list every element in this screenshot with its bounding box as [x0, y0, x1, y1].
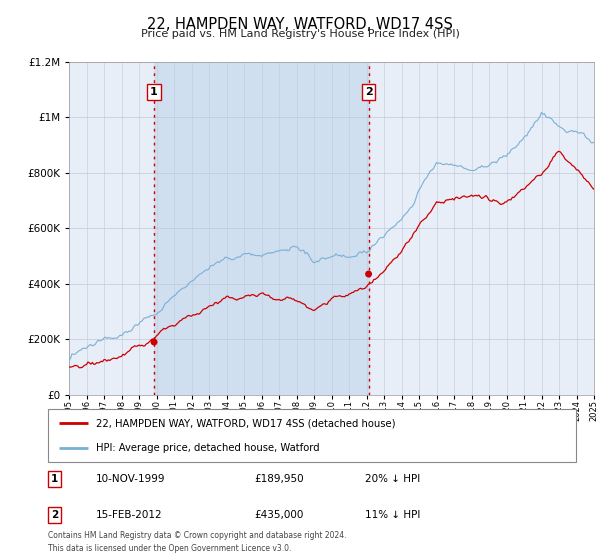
Bar: [154, 62, 368, 395]
Text: 15-FEB-2012: 15-FEB-2012: [95, 510, 162, 520]
Text: £189,950: £189,950: [254, 474, 304, 484]
Text: Price paid vs. HM Land Registry's House Price Index (HPI): Price paid vs. HM Land Registry's House …: [140, 29, 460, 39]
Text: 20% ↓ HPI: 20% ↓ HPI: [365, 474, 420, 484]
Text: 11% ↓ HPI: 11% ↓ HPI: [365, 510, 420, 520]
Text: 2: 2: [51, 510, 58, 520]
Text: 10-NOV-1999: 10-NOV-1999: [95, 474, 165, 484]
Text: 22, HAMPDEN WAY, WATFORD, WD17 4SS: 22, HAMPDEN WAY, WATFORD, WD17 4SS: [147, 17, 453, 32]
FancyBboxPatch shape: [48, 409, 576, 462]
Text: 1: 1: [51, 474, 58, 484]
Text: Contains HM Land Registry data © Crown copyright and database right 2024.
This d: Contains HM Land Registry data © Crown c…: [48, 531, 347, 553]
Point: [364, 269, 373, 278]
Text: 2: 2: [365, 87, 373, 97]
Text: £435,000: £435,000: [254, 510, 303, 520]
Text: HPI: Average price, detached house, Watford: HPI: Average price, detached house, Watf…: [95, 442, 319, 452]
Text: 1: 1: [150, 87, 158, 97]
Text: 22, HAMPDEN WAY, WATFORD, WD17 4SS (detached house): 22, HAMPDEN WAY, WATFORD, WD17 4SS (deta…: [95, 418, 395, 428]
Point: [149, 338, 159, 347]
